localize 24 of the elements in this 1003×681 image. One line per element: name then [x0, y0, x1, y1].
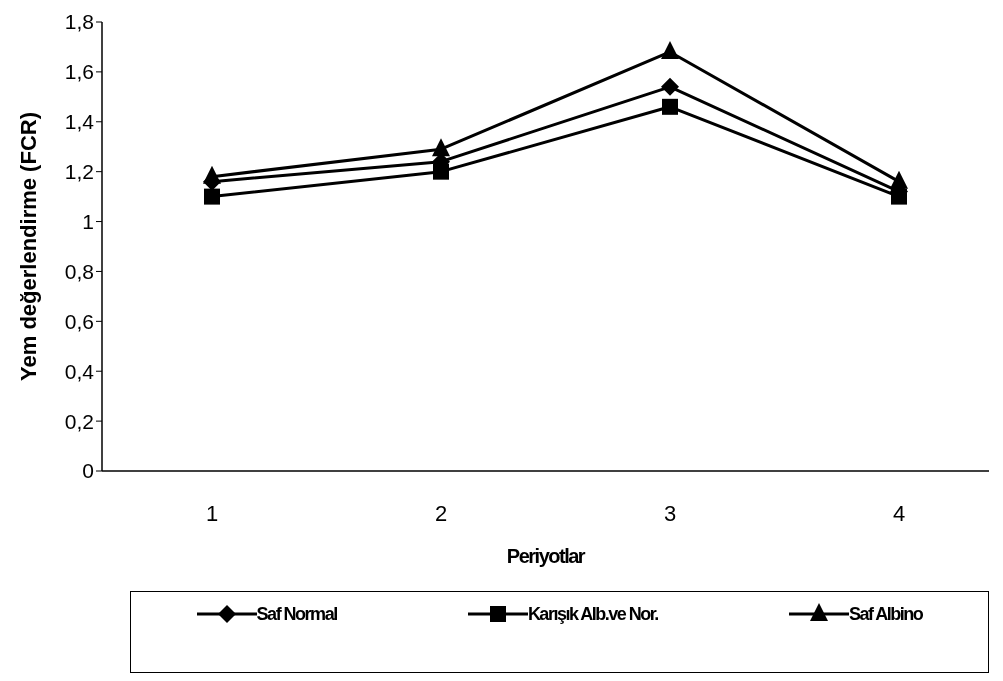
- legend-label: Karışık Alb.ve Nor.: [527, 603, 658, 625]
- x-tick-label: 3: [663, 500, 677, 526]
- legend-label: Saf Albino: [849, 603, 923, 625]
- point: [661, 40, 679, 59]
- y-tick-label: 0: [82, 459, 94, 483]
- y-tick-label: 0,6: [64, 309, 94, 333]
- x-tick-label: 2: [434, 500, 448, 526]
- y-tick-label: 0,2: [64, 409, 94, 433]
- y-tick-label: 0,4: [64, 359, 95, 383]
- point: [204, 188, 220, 205]
- point: [432, 138, 450, 157]
- y-tick-label: 1: [82, 210, 94, 234]
- x-tick-label: 4: [892, 500, 906, 526]
- y-tick-label: 1,2: [64, 160, 94, 184]
- y-tick-label: 1,4: [64, 110, 95, 134]
- y-axis-title: Yem değerlendirme (FCR): [15, 112, 41, 381]
- legend-label: Saf Normal: [256, 603, 337, 625]
- y-tick-label: 1,6: [64, 60, 94, 84]
- point: [662, 98, 678, 115]
- x-axis-title: Periyotlar: [506, 545, 586, 567]
- x-tick-label: 1: [205, 500, 219, 526]
- y-tick-label: 1,8: [64, 10, 94, 34]
- point: [661, 77, 679, 96]
- y-tick-label: 0,8: [64, 259, 94, 283]
